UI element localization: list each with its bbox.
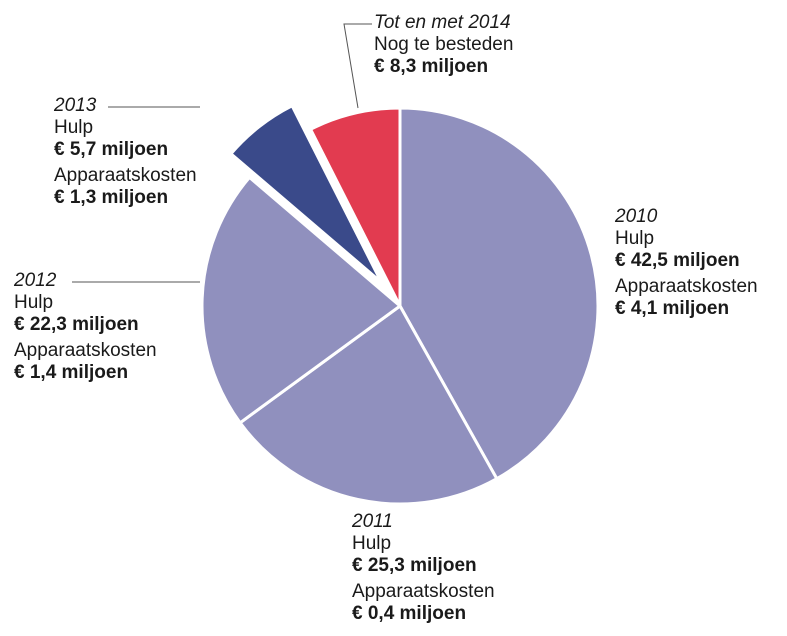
label-2013-app-value: € 1,3 miljoen — [54, 187, 169, 208]
label-2011-app-label: Apparaatskosten — [352, 581, 495, 602]
label-2010-app-label: Apparaatskosten — [615, 276, 758, 297]
label-2013-app-label: Apparaatskosten — [54, 165, 197, 186]
label-2013-hulp-value: € 5,7 miljoen — [54, 139, 169, 160]
label-2013: 2013 Hulp € 5,7 miljoen Apparaatskosten … — [54, 95, 197, 209]
label-2013-year: 2013 — [54, 95, 97, 116]
pie-slice-1 — [238, 304, 499, 506]
label-2010-hulp-label: Hulp — [615, 228, 655, 249]
label-2014-hulp-value: € 8,3 miljoen — [374, 56, 489, 77]
label-2010-app-value: € 4,1 miljoen — [615, 298, 730, 319]
label-2010-year: 2010 — [615, 206, 658, 227]
label-2011-hulp-label: Hulp — [352, 533, 392, 554]
pie-slice-2 — [200, 175, 402, 425]
label-2011-hulp-value: € 25,3 miljoen — [352, 555, 477, 576]
label-2012-app-value: € 1,4 miljoen — [14, 362, 129, 383]
pie-slice-4 — [309, 106, 402, 308]
pie-slice-0 — [398, 106, 600, 481]
label-2011: 2011 Hulp € 25,3 miljoen Apparaatskosten… — [352, 511, 495, 625]
label-2010: 2010 Hulp € 42,5 miljoen Apparaatskosten… — [615, 206, 758, 320]
label-2012: 2012 Hulp € 22,3 miljoen Apparaatskosten… — [14, 270, 157, 384]
label-2012-year: 2012 — [14, 270, 57, 291]
label-2012-hulp-value: € 22,3 miljoen — [14, 314, 139, 335]
label-2012-app-label: Apparaatskosten — [14, 340, 157, 361]
label-2014-hulp-label: Nog te besteden — [374, 34, 514, 55]
label-2011-year: 2011 — [352, 511, 393, 532]
label-2014: Tot en met 2014 Nog te besteden € 8,3 mi… — [374, 12, 513, 78]
label-2013-hulp-label: Hulp — [54, 117, 94, 138]
pie-slice-3 — [229, 104, 383, 284]
label-2010-hulp-value: € 42,5 miljoen — [615, 250, 740, 271]
leader-line-2014 — [343, 23, 372, 109]
label-2014-year: Tot en met 2014 — [374, 12, 511, 33]
label-2011-app-value: € 0,4 miljoen — [352, 603, 467, 624]
label-2012-hulp-label: Hulp — [14, 292, 54, 313]
